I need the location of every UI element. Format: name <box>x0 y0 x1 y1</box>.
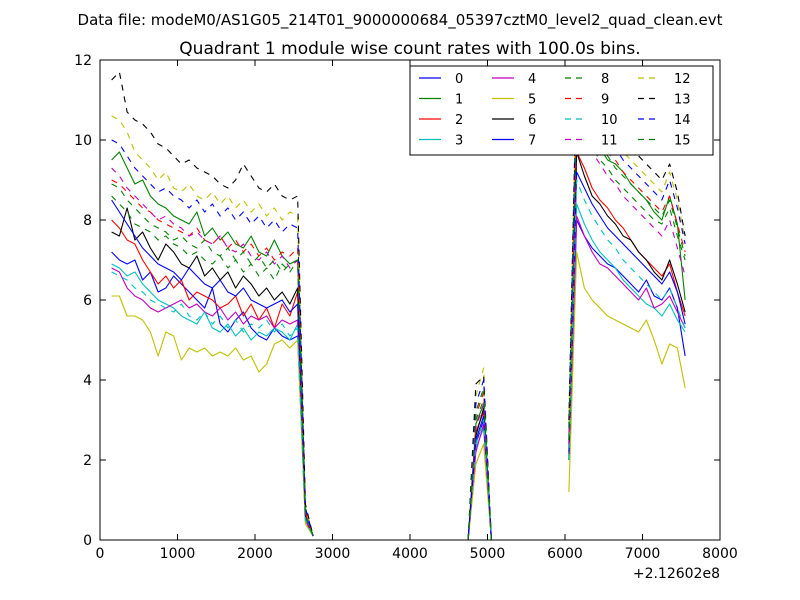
series-11-line-segment-2 <box>467 403 492 541</box>
series-4-line-segment-1 <box>111 267 314 537</box>
x-axis-offset-label: +2.12602e8 <box>633 566 720 582</box>
y-tick-label: 10 <box>74 133 92 149</box>
legend-label-9: 9 <box>601 93 609 108</box>
series-14-line-segment-1 <box>111 139 314 537</box>
y-tick-label: 6 <box>83 293 92 309</box>
legend-label-7: 7 <box>528 134 536 149</box>
series-3-line-segment-3 <box>568 203 686 461</box>
series-9-line-segment-1 <box>111 179 314 537</box>
x-tick-label: 4000 <box>392 546 428 562</box>
legend-label-8: 8 <box>601 72 609 87</box>
series-10-line-segment-1 <box>111 271 314 537</box>
series-13-line-segment-2 <box>467 375 492 541</box>
series-15-line-segment-1 <box>111 183 314 537</box>
series-2-line-segment-1 <box>111 219 314 537</box>
series-11-line-segment-1 <box>111 167 314 537</box>
legend-label-10: 10 <box>601 113 618 128</box>
x-tick-label: 7000 <box>625 546 661 562</box>
y-tick-label: 0 <box>83 533 92 549</box>
series-5-line-segment-1 <box>111 295 314 537</box>
x-tick-label: 8000 <box>702 546 738 562</box>
legend-label-3: 3 <box>455 134 463 149</box>
series-15-line-segment-2 <box>467 387 492 541</box>
x-tick-label: 0 <box>96 546 105 562</box>
legend-box <box>409 65 714 156</box>
series-8-line-segment-1 <box>111 195 314 537</box>
series-10-line-segment-2 <box>467 419 492 541</box>
series-6-line-segment-1 <box>111 207 314 537</box>
legend-label-4: 4 <box>528 72 536 87</box>
x-tick-label: 1000 <box>160 546 196 562</box>
x-tick-label: 2000 <box>237 546 273 562</box>
series-11-line-segment-3 <box>568 123 686 445</box>
y-tick-label: 4 <box>83 373 92 389</box>
legend-label-2: 2 <box>455 113 463 128</box>
y-tick-label: 2 <box>83 453 92 469</box>
series-5-line-segment-3 <box>568 251 686 493</box>
series-4-line-segment-3 <box>568 215 686 461</box>
series-14-line-segment-2 <box>467 379 492 541</box>
legend-label-11: 11 <box>601 134 618 149</box>
plot-area: 0 1000 2000 3000 4000 5000 6000 7000 80000246810… <box>74 53 738 562</box>
x-tick-label: 5000 <box>470 546 506 562</box>
y-tick-label: 12 <box>74 53 92 69</box>
series-7-line-segment-1 <box>111 199 314 537</box>
series-layer <box>111 63 686 541</box>
legend-label-6: 6 <box>528 113 536 128</box>
series-5-line-segment-2 <box>467 443 492 541</box>
legend-label-15: 15 <box>674 134 691 149</box>
legend-label-5: 5 <box>528 93 536 108</box>
y-tick-label: 8 <box>83 213 92 229</box>
series-1-line-segment-1 <box>111 151 314 537</box>
legend-label-14: 14 <box>674 113 691 128</box>
series-3-line-segment-1 <box>111 263 314 537</box>
chart-title: Quadrant 1 module wise count rates with … <box>179 39 640 59</box>
series-6-line-segment-3 <box>568 151 686 453</box>
series-10-line-segment-3 <box>568 179 686 461</box>
x-tick-label: 3000 <box>315 546 351 562</box>
legend-label-0: 0 <box>455 72 463 87</box>
tick-layer: 0 1000 2000 3000 4000 5000 6000 7000 80000246810… <box>74 53 738 562</box>
x-tick-label: 6000 <box>547 546 583 562</box>
series-7-line-segment-3 <box>568 171 686 457</box>
legend-label-1: 1 <box>455 93 463 108</box>
figure-suptitle: Data file: modeM0/AS1G05_214T01_90000006… <box>78 11 723 30</box>
series-13-line-segment-1 <box>111 71 314 537</box>
legend-label-13: 13 <box>674 93 691 108</box>
legend-label-12: 12 <box>674 72 691 87</box>
